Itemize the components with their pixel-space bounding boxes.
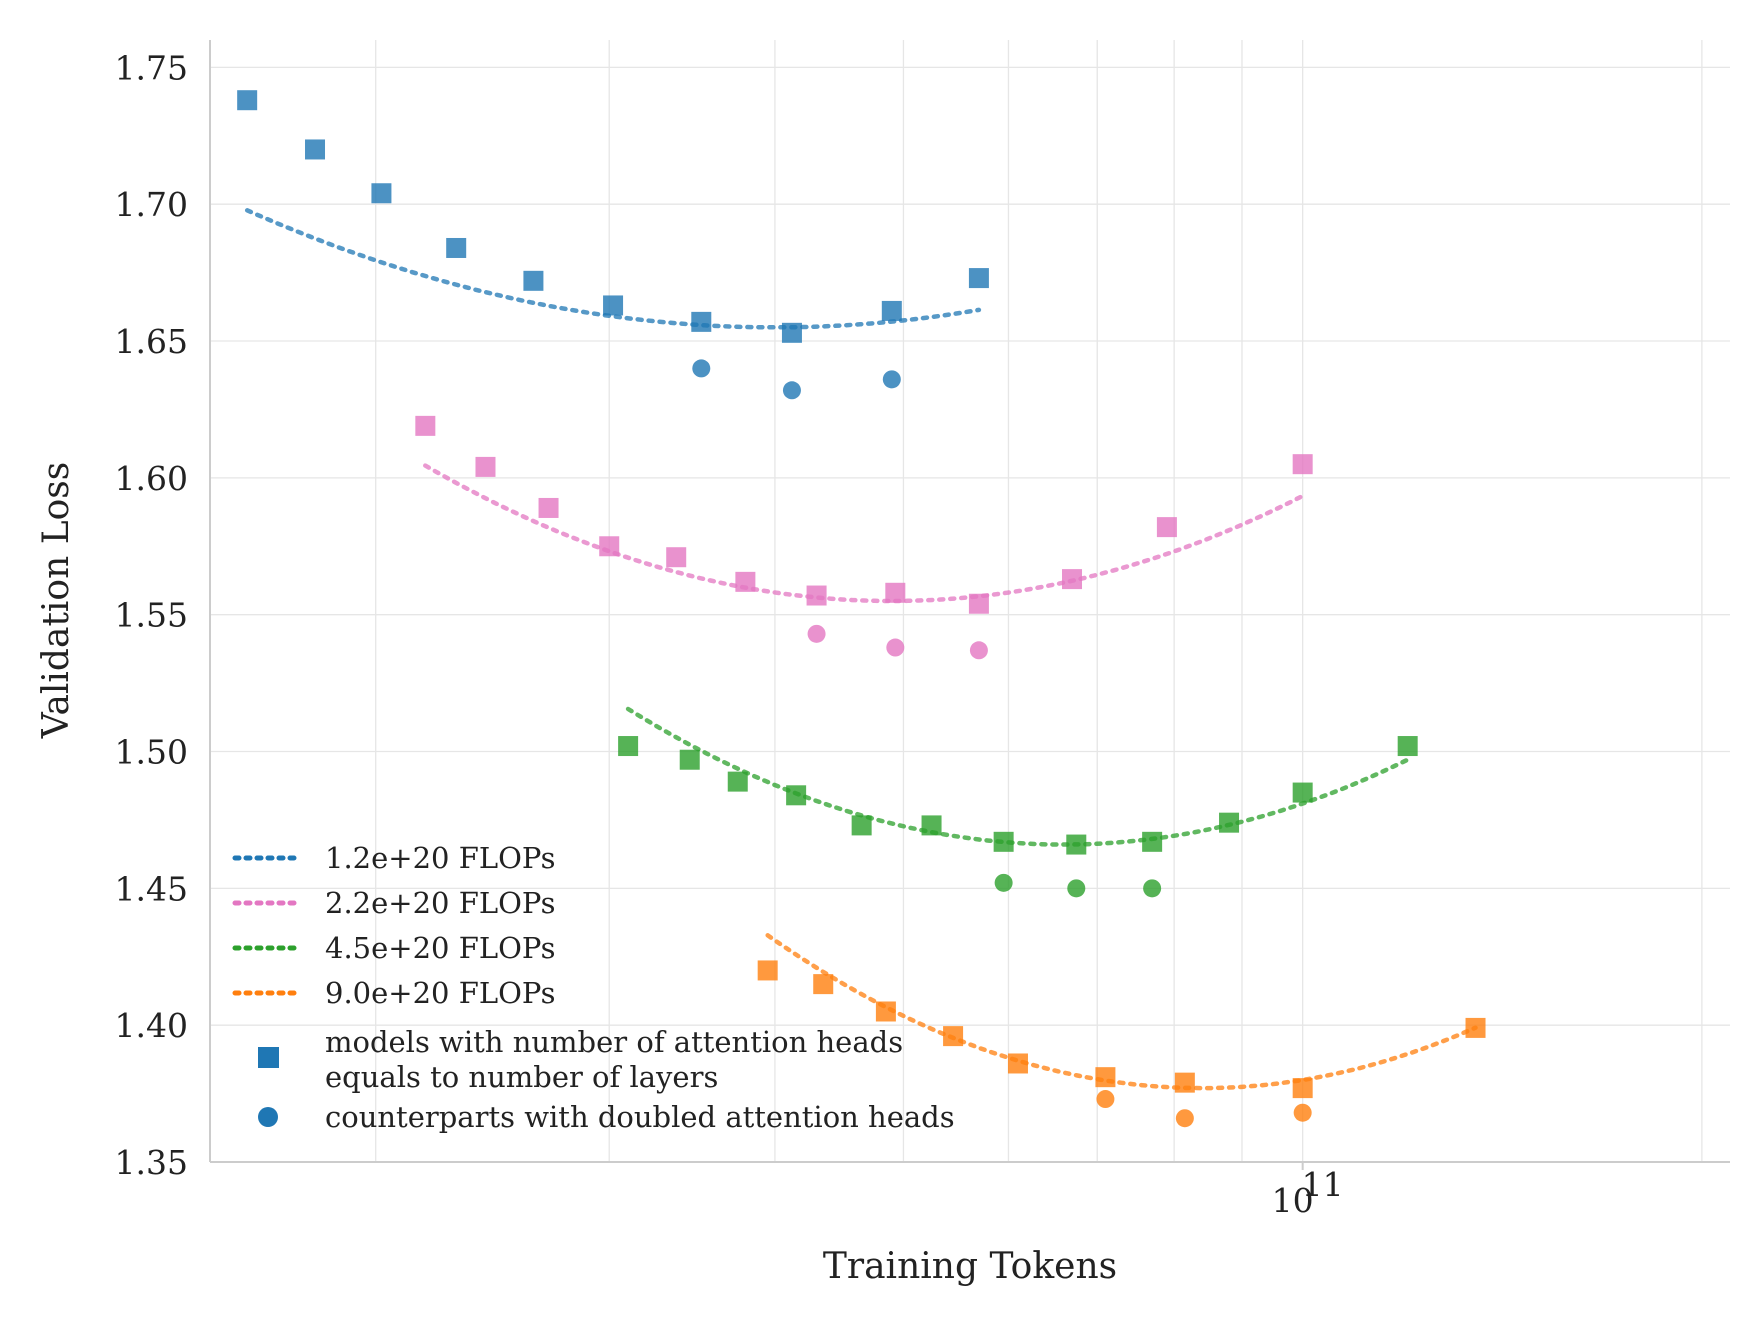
square-marker xyxy=(305,139,326,160)
square-marker xyxy=(993,831,1014,852)
square-marker xyxy=(603,295,624,316)
fit-curve xyxy=(625,706,1410,847)
square-marker xyxy=(1292,454,1313,475)
fit-curve xyxy=(765,933,1478,1091)
square-marker xyxy=(1156,517,1177,538)
square-marker xyxy=(1397,736,1418,757)
square-marker xyxy=(1292,1078,1313,1099)
fit-curve xyxy=(423,463,1305,604)
circle-marker xyxy=(882,370,901,389)
y-axis-title: Validation Loss xyxy=(36,462,77,740)
y-tick-label: 1.45 xyxy=(115,869,188,908)
square-marker xyxy=(968,593,989,614)
y-tick-label: 1.65 xyxy=(115,322,188,361)
square-marker xyxy=(885,582,906,603)
square-marker xyxy=(1142,831,1163,852)
circle-marker xyxy=(1175,1109,1194,1128)
x-axis-title: Training Tokens xyxy=(823,1246,1117,1287)
circle-marker xyxy=(1096,1090,1115,1109)
legend: 1.2e+20 FLOPs 2.2e+20 FLOPs 4.5e+20 FLOPs 9… xyxy=(232,841,955,1134)
fit-curve xyxy=(244,208,982,330)
x-tick-label: 10 xyxy=(1272,1181,1314,1220)
legend-circle-marker xyxy=(258,1107,278,1127)
square-marker xyxy=(1465,1017,1486,1038)
legend-square-marker xyxy=(258,1047,279,1068)
legend-label: equals to number of layers xyxy=(325,1060,718,1094)
square-marker xyxy=(943,1026,964,1047)
circle-marker xyxy=(782,381,801,400)
y-tick-label: 1.40 xyxy=(115,1006,188,1045)
data-markers xyxy=(237,90,1486,1128)
square-marker xyxy=(618,736,639,757)
x-tick-exponent: 11 xyxy=(1302,1165,1344,1204)
y-tick-labels: 1.35 1.40 1.45 1.50 1.55 1.60 1.65 1.70 1.75 xyxy=(115,48,188,1182)
y-tick-label: 1.50 xyxy=(115,733,188,772)
circle-marker xyxy=(807,624,826,643)
square-marker xyxy=(1292,782,1313,803)
y-tick-label: 1.60 xyxy=(115,459,188,498)
circle-marker xyxy=(692,359,711,378)
square-marker xyxy=(666,547,687,568)
legend-label: models with number of attention heads xyxy=(325,1025,903,1059)
legend-label: counterparts with doubled attention head… xyxy=(325,1100,955,1134)
square-marker xyxy=(813,974,834,995)
square-marker xyxy=(1174,1072,1195,1093)
y-tick-label: 1.75 xyxy=(115,48,188,87)
square-marker xyxy=(968,268,989,289)
circle-marker xyxy=(1293,1103,1312,1122)
square-marker xyxy=(691,311,712,332)
y-tick-label: 1.55 xyxy=(115,596,188,635)
circle-marker xyxy=(886,638,905,657)
square-marker xyxy=(446,237,467,258)
circle-marker xyxy=(1143,879,1162,898)
square-marker xyxy=(371,183,392,204)
square-marker xyxy=(875,1001,896,1022)
square-marker xyxy=(727,771,748,792)
square-marker xyxy=(806,585,827,606)
legend-label: 1.2e+20 FLOPs xyxy=(325,841,555,875)
square-marker xyxy=(523,270,544,291)
square-marker xyxy=(237,90,258,111)
square-marker xyxy=(786,785,807,806)
square-marker xyxy=(1062,569,1083,590)
square-marker xyxy=(538,497,559,518)
legend-label: 9.0e+20 FLOPs xyxy=(325,976,555,1010)
square-marker xyxy=(599,536,620,557)
circle-marker xyxy=(969,641,988,660)
y-tick-label: 1.70 xyxy=(115,185,188,224)
circle-marker xyxy=(994,873,1013,892)
square-marker xyxy=(415,415,436,436)
square-marker xyxy=(781,322,802,343)
square-marker xyxy=(679,749,700,770)
square-marker xyxy=(921,815,942,836)
square-marker xyxy=(1095,1067,1116,1088)
y-tick-label: 1.35 xyxy=(115,1143,188,1182)
legend-label: 4.5e+20 FLOPs xyxy=(325,931,555,965)
square-marker xyxy=(851,815,872,836)
square-marker xyxy=(1219,812,1240,833)
square-marker xyxy=(735,571,756,592)
square-marker xyxy=(1066,834,1087,855)
square-marker xyxy=(475,456,496,477)
legend-label: 2.2e+20 FLOPs xyxy=(325,886,555,920)
square-marker xyxy=(1007,1053,1028,1074)
square-marker xyxy=(757,960,778,981)
square-marker xyxy=(881,300,902,321)
circle-marker xyxy=(1067,879,1086,898)
